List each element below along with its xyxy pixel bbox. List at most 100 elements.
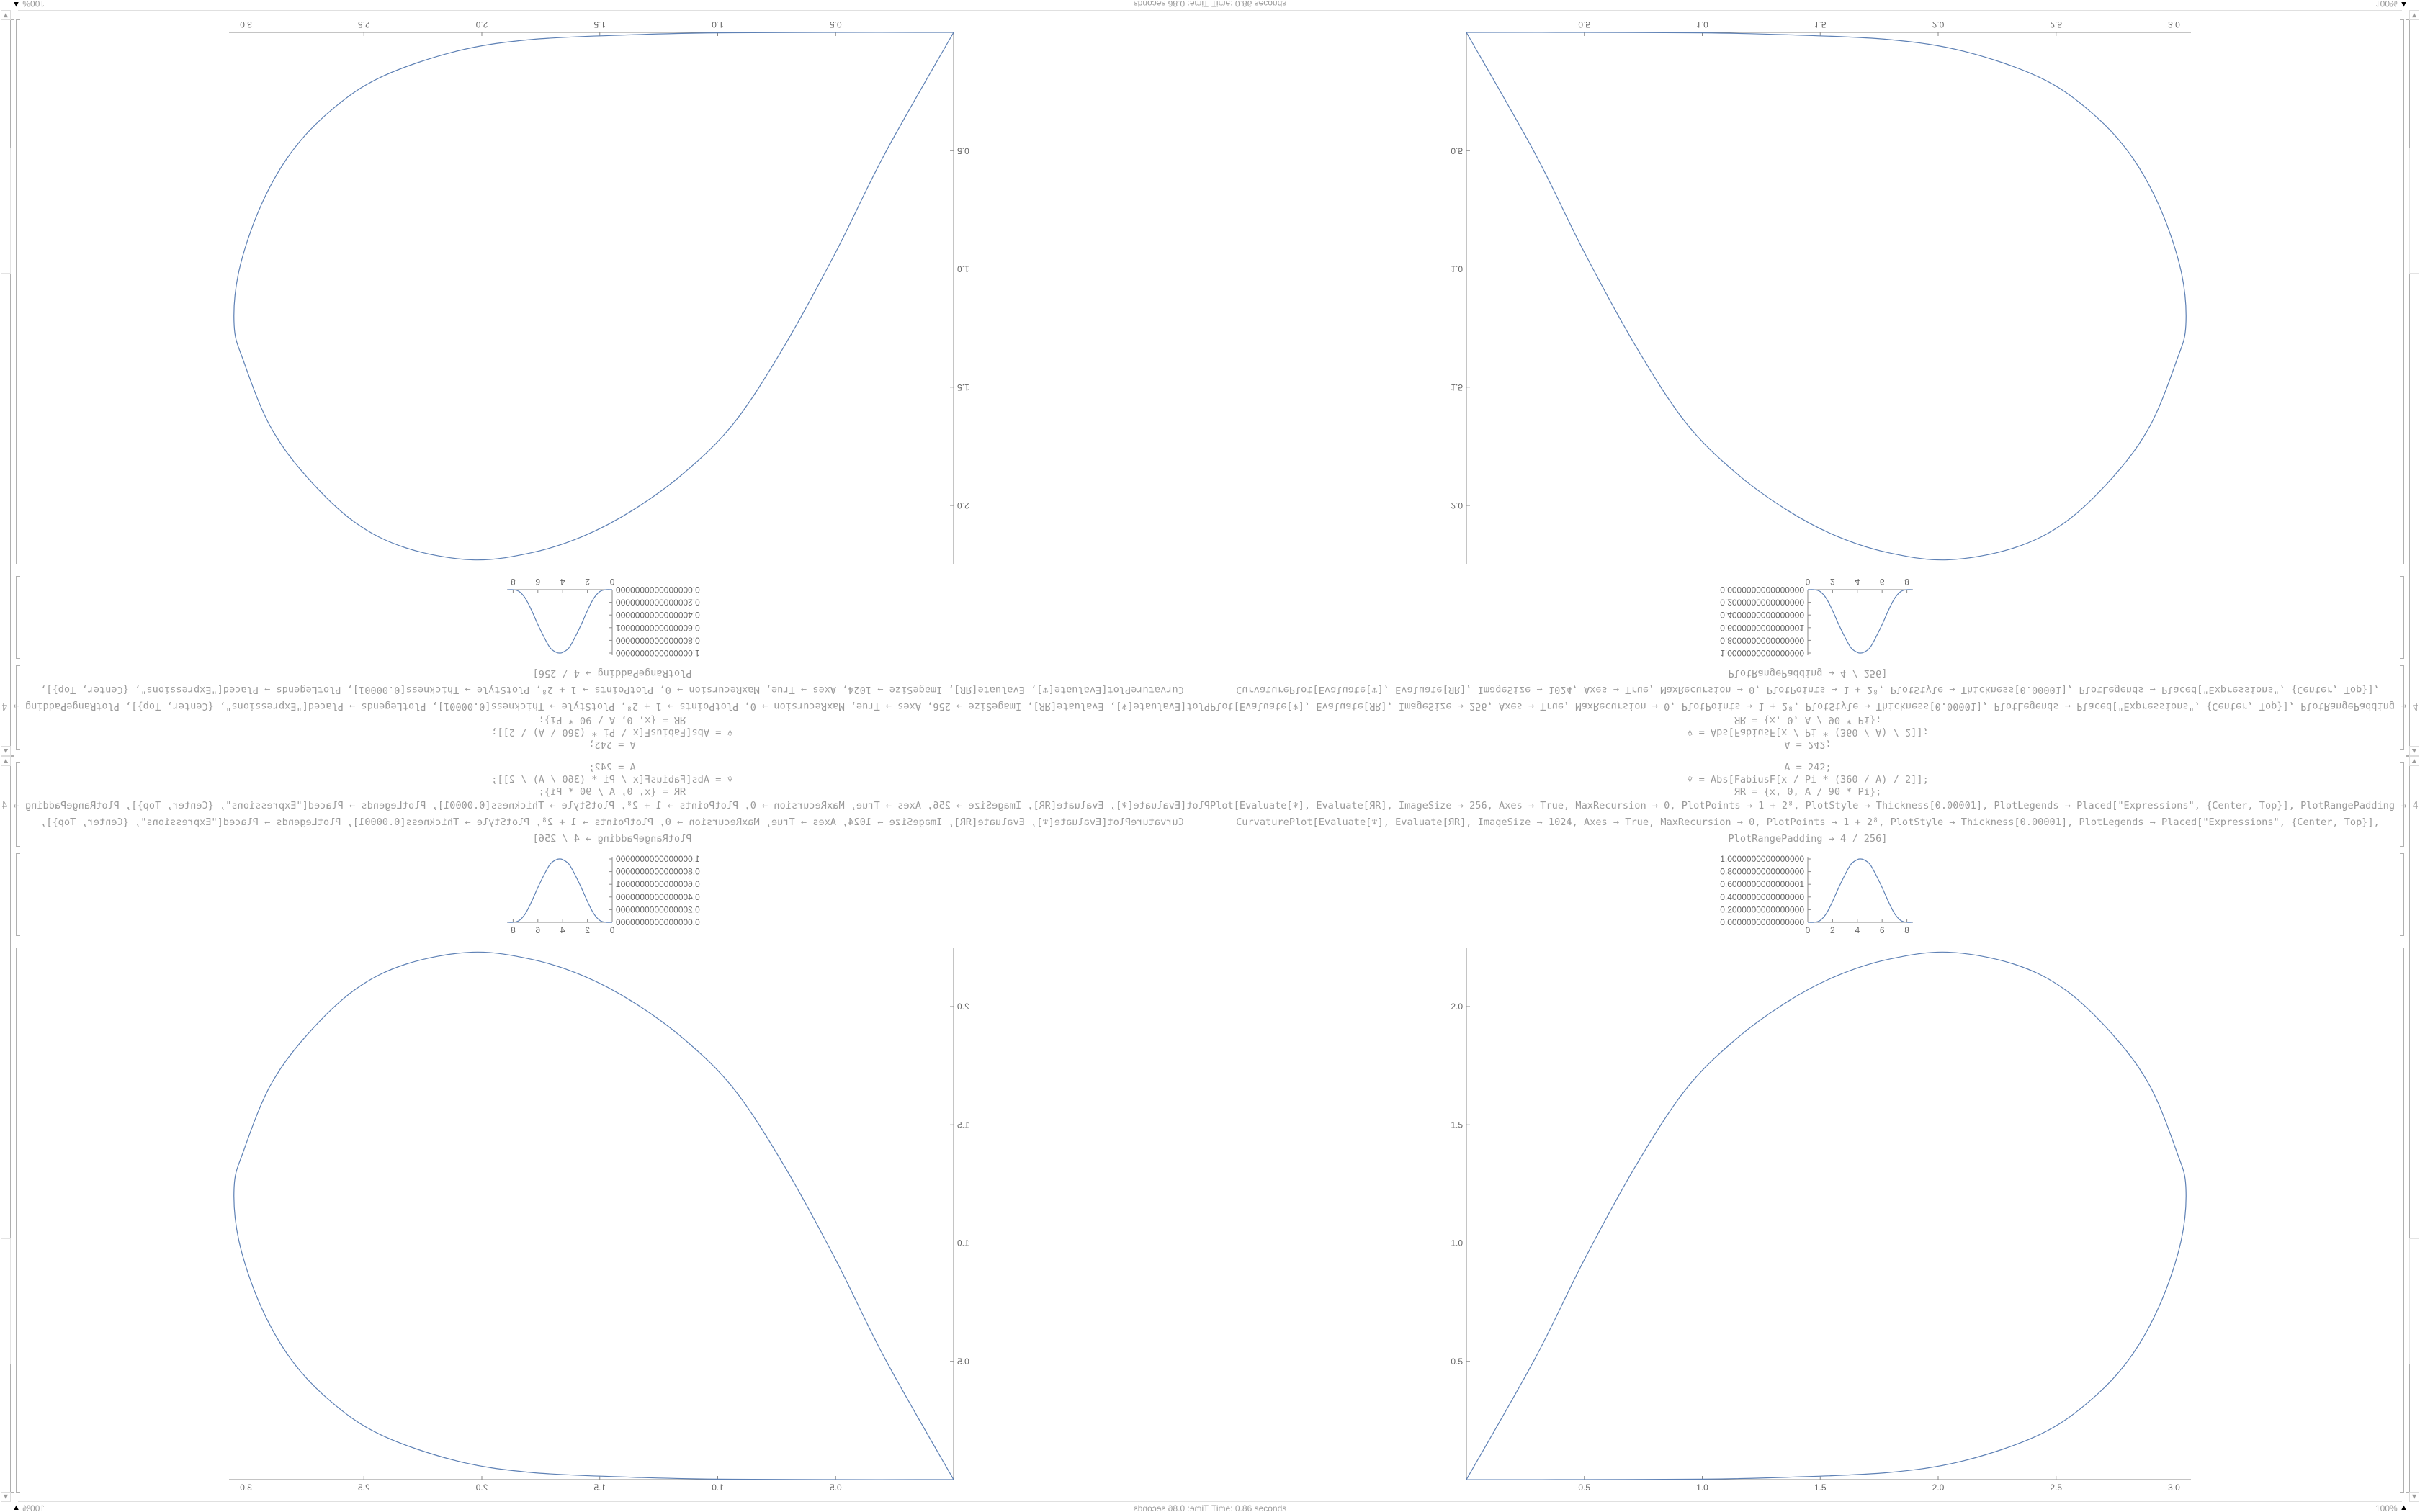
input-cell-bracket[interactable] <box>2400 665 2404 750</box>
data-curve <box>1466 32 2187 561</box>
y-tick-label: 0.8000000000000000 <box>616 635 700 645</box>
group-cell-bracket[interactable] <box>10 19 14 756</box>
x-tick-label: 0.5 <box>830 1482 842 1493</box>
fabius-plot: 0 2 4 6 8 0.0000000000000000 0.200000000000000… <box>1720 577 1913 658</box>
status-divider <box>18 10 1210 11</box>
code-line-plot[interactable]: Plot[Evaluate[♆], Evaluate[ЯR], ImageSiz… <box>1210 800 2420 811</box>
output-cell-bracket[interactable] <box>16 19 20 564</box>
data-curve <box>1466 951 2187 1480</box>
triangle-down-icon: ▼ <box>3 12 9 19</box>
scrollbar-thumb[interactable] <box>2409 148 2419 274</box>
x-tick-label: 2.0 <box>1932 19 1945 30</box>
scroll-down-button[interactable]: ▼ <box>1 10 11 20</box>
x-tick-label: 4 <box>1855 577 1860 587</box>
input-cell-bracket[interactable] <box>2400 762 2404 847</box>
code-line-padding[interactable]: PlotRangePadding → 4 / 256] <box>1728 833 1888 845</box>
y-tick-label: 0.8000000000000000 <box>616 867 700 877</box>
y-tick-label: 0.4000000000000000 <box>1720 892 1804 902</box>
scroll-up-button[interactable]: ▲ <box>1 746 11 756</box>
x-tick-label: 8 <box>1904 577 1909 587</box>
x-tick-label: 1.0 <box>1696 1482 1708 1493</box>
timing-status: Time: 0.86 seconds <box>1133 1503 1209 1512</box>
x-tick-label: 3.0 <box>2168 19 2180 30</box>
curvature-plot: 0.5 1.0 1.5 2.0 2.5 3.0 0.5 1.0 1.5 2.0 <box>229 19 969 564</box>
input-cell-bracket[interactable] <box>16 665 20 750</box>
scroll-down-button[interactable]: ▼ <box>2409 10 2419 20</box>
output-cell-bracket[interactable] <box>2400 576 2404 659</box>
x-tick-label: 6 <box>1880 925 1885 935</box>
x-tick-label: 6 <box>535 925 540 935</box>
x-tick-label: 2.0 <box>475 19 488 30</box>
y-tick-label: 1.5 <box>957 1120 969 1130</box>
scrollbar-thumb[interactable] <box>2409 1238 2419 1364</box>
zoom-level[interactable]: 100% <box>22 0 45 9</box>
fabius-plot: 0 2 4 6 8 0.0000000000000000 0.200000000000000… <box>507 854 700 935</box>
x-tick-label: 2 <box>585 925 590 935</box>
triangle-up-icon[interactable]: ▲ <box>12 0 20 9</box>
zoom-level[interactable]: 100% <box>2375 0 2398 9</box>
y-tick-label: 1.5 <box>957 382 969 392</box>
timing-status: Time: 0.86 seconds <box>1211 1503 1287 1512</box>
code-line-a[interactable]: A = 242; <box>1784 762 1832 773</box>
y-tick-label: 0.5 <box>957 145 969 156</box>
triangle-up-icon[interactable]: ▲ <box>2400 0 2408 9</box>
group-cell-bracket[interactable] <box>10 756 14 1493</box>
scrollbar-thumb[interactable] <box>1 148 11 274</box>
zoom-level[interactable]: 100% <box>2375 1503 2398 1512</box>
output-cell-bracket[interactable] <box>2400 948 2404 1493</box>
scroll-up-button[interactable]: ▲ <box>2409 746 2419 756</box>
fabius-plot: 0 2 4 6 8 0.0000000000000000 0.200000000000000… <box>1720 854 1913 935</box>
code-line-range[interactable]: ЯR = {x, 0, A / 90 * Pi}; <box>1734 786 1882 798</box>
x-tick-label: 2 <box>1830 577 1835 587</box>
scroll-down-button[interactable]: ▼ <box>2409 1492 2419 1502</box>
y-tick-label: 1.5 <box>1451 382 1463 392</box>
code-line-function[interactable]: ♆ = Abs[FabiusF[x / Pi * (360 / A) / 2]]… <box>1687 774 1929 786</box>
x-tick-label: 0 <box>609 577 614 587</box>
x-tick-label: 0 <box>1806 925 1811 935</box>
y-tick-label: 1.0000000000000000 <box>1720 648 1804 658</box>
output-cell-bracket[interactable] <box>16 576 20 659</box>
output-cell-bracket[interactable] <box>16 853 20 936</box>
input-cell-bracket[interactable] <box>16 762 20 847</box>
scrollbar-thumb[interactable] <box>1 1238 11 1364</box>
y-tick-label: 0.8000000000000000 <box>1720 635 1804 645</box>
y-tick-label: 0.6000000000000001 <box>616 879 700 889</box>
y-tick-label: 1.0000000000000000 <box>1720 854 1804 864</box>
triangle-down-icon: ▼ <box>2411 1493 2417 1500</box>
y-tick-label: 0.6000000000000001 <box>616 623 700 633</box>
y-tick-label: 2.0 <box>1451 500 1463 510</box>
notebook-view-mirrored: A = 242; ♆ = Abs[FabiusF[x / Pi * (360 /… <box>0 0 1210 756</box>
y-tick-label: 1.0 <box>1451 264 1463 274</box>
triangle-up-icon: ▲ <box>3 757 9 764</box>
scroll-up-button[interactable]: ▲ <box>1 756 11 766</box>
y-tick-label: 0.6000000000000001 <box>1720 623 1804 633</box>
notebook-view-mirrored: A = 242; ♆ = Abs[FabiusF[x / Pi * (360 /… <box>1210 0 2420 756</box>
group-cell-bracket[interactable] <box>2406 19 2410 756</box>
triangle-up-icon[interactable]: ▲ <box>2400 1503 2408 1512</box>
triangle-down-icon: ▼ <box>2411 12 2417 19</box>
y-tick-label: 0.4000000000000000 <box>616 892 700 902</box>
y-tick-label: 0.2000000000000000 <box>1720 598 1804 608</box>
y-tick-label: 2.0 <box>957 500 969 510</box>
status-divider <box>18 1501 1210 1502</box>
scroll-down-button[interactable]: ▼ <box>1 1492 11 1502</box>
zoom-level[interactable]: 100% <box>22 1503 45 1512</box>
x-tick-label: 2.0 <box>1932 1482 1945 1493</box>
scroll-up-button[interactable]: ▲ <box>2409 756 2419 766</box>
output-cell-bracket[interactable] <box>16 948 20 1493</box>
x-tick-label: 4 <box>560 925 565 935</box>
x-tick-label: 3.0 <box>240 19 252 30</box>
x-tick-label: 3.0 <box>240 1482 252 1493</box>
triangle-up-icon[interactable]: ▲ <box>12 1503 20 1512</box>
output-cell-bracket[interactable] <box>2400 853 2404 936</box>
triangle-up-icon: ▲ <box>2411 757 2417 764</box>
y-tick-label: 0.0000000000000000 <box>616 917 700 927</box>
output-cell-bracket[interactable] <box>2400 19 2404 564</box>
x-tick-label: 1.5 <box>593 1482 606 1493</box>
curvature-plot: 0.5 1.0 1.5 2.0 2.5 3.0 0.5 1.0 1.5 2.0 <box>1451 948 2191 1493</box>
x-tick-label: 4 <box>560 577 565 587</box>
fabius-plot: 0 2 4 6 8 0.0000000000000000 0.200000000000000… <box>507 577 700 658</box>
group-cell-bracket[interactable] <box>2406 756 2410 1493</box>
code-line-curvatureplot[interactable]: CurvaturePlot[Evaluate[♆], Evaluate[ЯR],… <box>1236 816 2380 828</box>
timing-status: Time: 0.86 seconds <box>1211 0 1287 9</box>
